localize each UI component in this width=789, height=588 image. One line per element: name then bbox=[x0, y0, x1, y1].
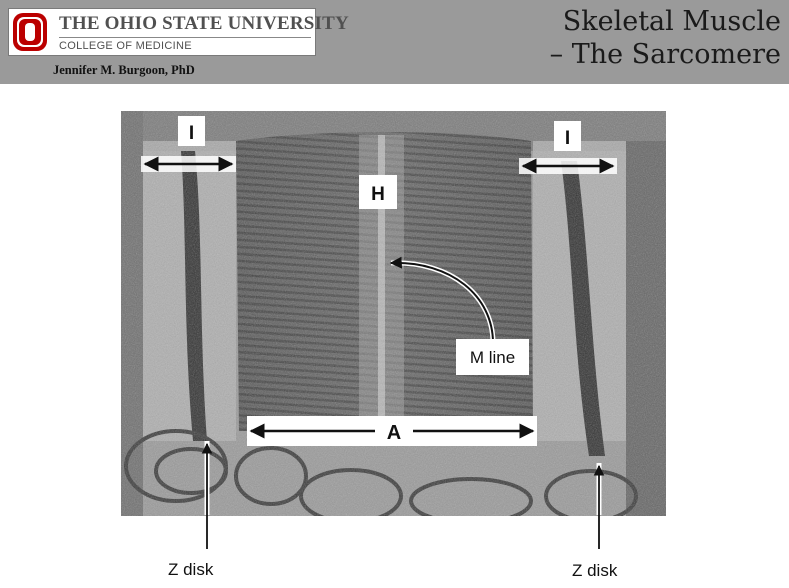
z-disk-arrow-stems bbox=[206, 515, 600, 549]
m-line-arrow bbox=[389, 256, 494, 344]
slide-title-line-2: – The Sarcomere bbox=[549, 39, 781, 70]
slide-title: Skeletal Muscle – The Sarcomere bbox=[550, 5, 781, 71]
block-o-icon bbox=[13, 13, 47, 51]
university-name: THE OHIO STATE UNIVERSITY bbox=[59, 13, 349, 34]
label-box-h bbox=[359, 175, 397, 209]
label-box-i-left bbox=[178, 116, 205, 146]
label-i-right: I bbox=[565, 128, 570, 149]
slide-title-line-1: Skeletal Muscle bbox=[562, 6, 781, 37]
label-a: A bbox=[387, 422, 401, 444]
label-box-m-line bbox=[456, 339, 529, 375]
sarcomere-micrograph: I I H M line A bbox=[121, 111, 666, 516]
label-box-i-right bbox=[554, 121, 581, 151]
label-i-left: I bbox=[189, 123, 194, 144]
label-m-line: M line bbox=[470, 348, 515, 367]
caption-z-disk-right: Z disk bbox=[572, 561, 618, 580]
header-bar: THE OHIO STATE UNIVERSITY COLLEGE OF MED… bbox=[0, 0, 789, 84]
caption-z-disk-left: Z disk bbox=[168, 560, 214, 579]
author-name: Jennifer M. Burgoon, PhD bbox=[53, 63, 195, 77]
label-h: H bbox=[371, 184, 385, 205]
logo-divider bbox=[59, 37, 311, 38]
osu-logo: THE OHIO STATE UNIVERSITY COLLEGE OF MED… bbox=[8, 8, 349, 56]
college-name: COLLEGE OF MEDICINE bbox=[59, 40, 192, 52]
